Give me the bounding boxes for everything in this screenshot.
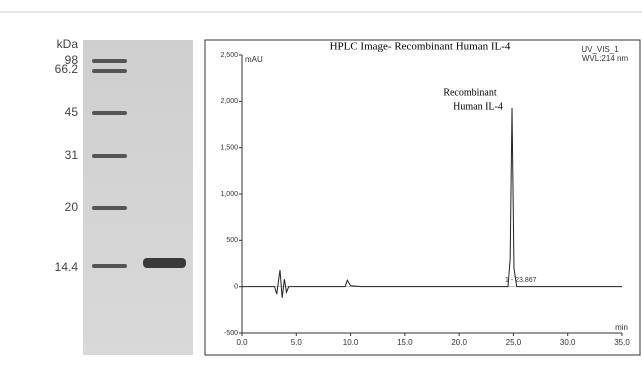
x-tick-label: 5.0 xyxy=(291,338,303,347)
y-tick-label: 1,500 xyxy=(220,145,238,152)
x-tick-label: 10.0 xyxy=(343,338,359,347)
marker-band xyxy=(92,206,127,210)
hplc-frame xyxy=(205,40,640,355)
marker-band xyxy=(92,69,127,73)
marker-label: 14.4 xyxy=(55,260,79,274)
y-tick-label: 2,000 xyxy=(220,98,238,105)
peak-label: 1 - 23.867 xyxy=(505,277,537,284)
marker-label: 45 xyxy=(65,105,79,119)
channel: UV_VIS_1 xyxy=(581,45,619,54)
wavelength: WVL:214 nm xyxy=(582,54,629,63)
sample-band xyxy=(143,258,186,268)
x-tick-label: 25.0 xyxy=(506,338,522,347)
annotation: Recombinant xyxy=(443,87,497,98)
annotation: Human IL-4 xyxy=(453,101,503,112)
chart-title: HPLC Image- Recombinant Human IL-4 xyxy=(330,41,511,53)
x-tick-label: 35.0 xyxy=(614,338,630,347)
gel xyxy=(83,40,193,355)
y-tick-label: -500 xyxy=(224,330,238,337)
marker-label: 20 xyxy=(65,200,79,214)
x-tick-label: 20.0 xyxy=(451,338,467,347)
figure: kDa HPLC Image- Recombinant Human IL-4 U… xyxy=(0,0,642,372)
y-tick-label: 1,000 xyxy=(220,191,238,198)
x-tick-label: 15.0 xyxy=(397,338,413,347)
x-tick-label: 0.0 xyxy=(236,338,248,347)
marker-band xyxy=(92,154,127,158)
marker-band xyxy=(92,59,127,63)
marker-label: 31 xyxy=(65,148,79,162)
y-tick-label: 2,500 xyxy=(220,52,238,59)
x-label: min xyxy=(615,323,628,332)
marker-band xyxy=(92,264,127,268)
marker-label: 66.2 xyxy=(55,62,79,76)
gel-unit: kDa xyxy=(57,37,79,51)
y-tick-label: 500 xyxy=(226,237,238,244)
y-tick-label: 0 xyxy=(234,284,238,291)
x-tick-label: 30.0 xyxy=(560,338,576,347)
marker-band xyxy=(92,111,127,115)
y-unit: mAU xyxy=(245,55,263,64)
